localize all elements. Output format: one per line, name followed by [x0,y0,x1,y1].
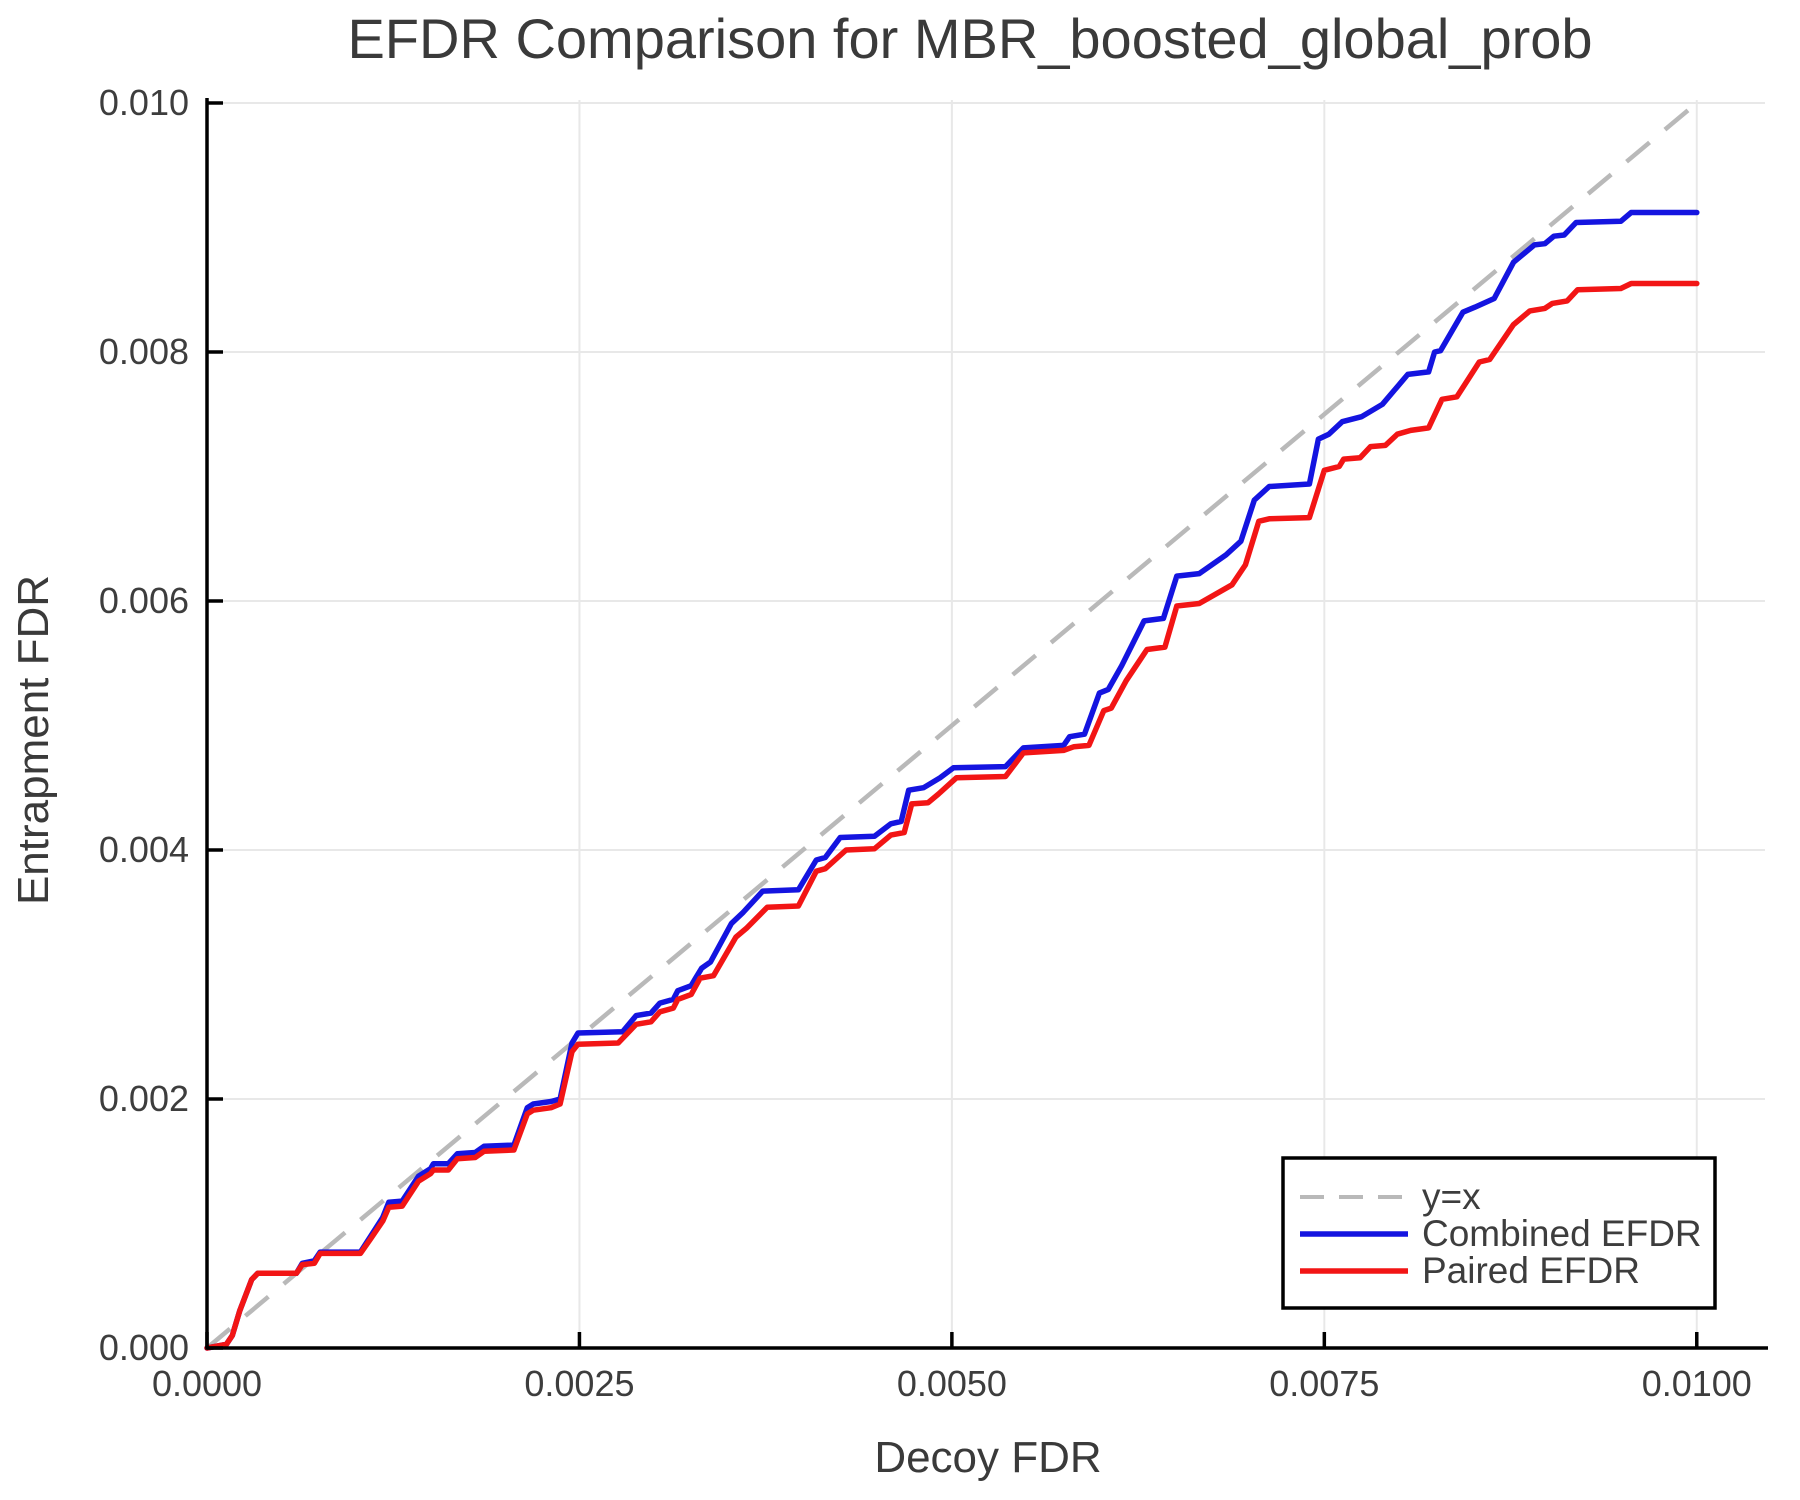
x-tick-label: 0.0025 [524,1363,634,1404]
series-line-combined-efdr [204,209,1700,1351]
reference-line-yx [205,98,1702,1350]
x-tick-label: 0.0000 [152,1363,262,1404]
legend-label-combined: Combined EFDR [1422,1213,1702,1254]
series-layer [204,98,1702,1351]
y-tick-label: 0.010 [99,82,189,123]
y-tick-label: 0.008 [99,331,189,372]
legend-label-yx: y=x [1422,1176,1481,1217]
legend-label-paired: Paired EFDR [1422,1250,1640,1291]
y-tick-label: 0.002 [99,1078,189,1119]
y-tick-label: 0.000 [99,1327,189,1368]
y-tick-label: 0.006 [99,580,189,621]
tick-layer: 0.0000 0.0025 0.0050 0.0075 0.0100 0.000 0.002… [99,82,1752,1404]
x-tick-label: 0.0075 [1269,1363,1379,1404]
x-tick-label: 0.0050 [897,1363,1007,1404]
legend: y=x Combined EFDR Paired EFDR [1281,1156,1717,1310]
x-tick-label: 0.0100 [1642,1363,1752,1404]
x-axis-label: Decoy FDR [874,1433,1101,1482]
page-title: EFDR Comparison for MBR_boosted_global_p… [347,7,1592,70]
y-axis-label: Entrapment FDR [9,575,58,905]
series-line-paired-efdr [204,280,1700,1351]
y-tick-label: 0.004 [99,829,189,870]
